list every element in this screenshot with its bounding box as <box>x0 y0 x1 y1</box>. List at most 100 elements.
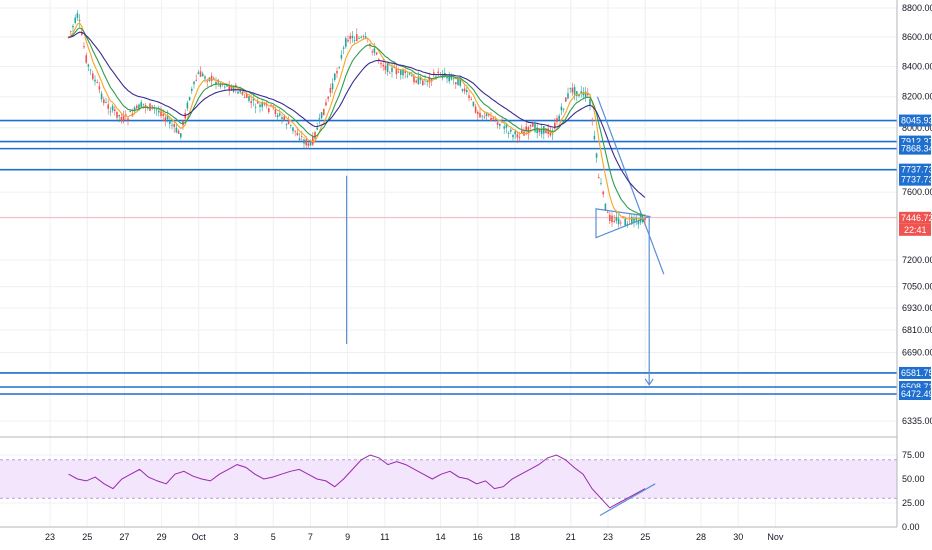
candle-body <box>452 78 455 80</box>
candle-body <box>393 66 395 68</box>
candle-body <box>540 129 543 135</box>
candle-body <box>226 84 228 87</box>
ema-slow-line <box>68 31 646 198</box>
rsi-band <box>0 459 897 499</box>
horizontal-levels[interactable] <box>0 119 897 395</box>
candle-body <box>644 218 646 221</box>
candle-body <box>329 87 332 93</box>
level-tag[interactable] <box>899 366 931 379</box>
ema-mid-line <box>68 27 646 217</box>
candle-body <box>155 109 158 111</box>
candle-body <box>305 139 307 146</box>
candle-body <box>353 40 356 42</box>
moving-averages <box>68 22 646 220</box>
candle-body <box>582 91 585 96</box>
x-tick-label: 29 <box>157 532 167 542</box>
candle-body <box>635 217 637 221</box>
candle-body <box>626 223 629 225</box>
candle-body <box>138 104 140 111</box>
candle-body <box>580 91 582 94</box>
rsi-indicator <box>68 454 656 517</box>
candle-body <box>380 62 382 65</box>
x-tick-label: 16 <box>473 532 483 542</box>
level-tag[interactable] <box>899 163 931 176</box>
candle-body <box>404 71 406 73</box>
rsi-line <box>68 454 646 509</box>
candle-body <box>567 93 569 99</box>
x-tick-label: 25 <box>82 532 92 542</box>
candle-body <box>428 76 431 83</box>
candle-body <box>364 36 367 39</box>
level-tag[interactable] <box>899 388 931 400</box>
current-price-label: 7446.72 <box>901 213 932 223</box>
trend-drawings[interactable] <box>346 96 665 386</box>
candle-body <box>397 71 400 73</box>
candle-body <box>510 129 512 132</box>
candle-body <box>543 126 545 134</box>
candle-body <box>92 73 94 80</box>
candle-body <box>477 111 479 115</box>
candle-body <box>448 76 450 82</box>
candle-body <box>556 118 558 123</box>
candle-body <box>252 98 255 101</box>
candle-body <box>375 52 378 55</box>
candle-body <box>140 102 142 108</box>
candle-body <box>114 109 116 111</box>
candle-body <box>474 106 477 113</box>
rsi-trendline[interactable] <box>599 483 656 517</box>
level-tag[interactable] <box>899 142 931 155</box>
candle-body <box>243 96 246 98</box>
level-tag-label: 7912.37 <box>901 137 932 147</box>
candle-body <box>78 19 81 22</box>
candle-body <box>169 121 171 124</box>
candle-body <box>87 64 90 67</box>
candle-body <box>204 76 206 79</box>
y-tick-label: 6810.00 <box>902 325 932 335</box>
level-tag[interactable] <box>899 173 931 186</box>
candle-body <box>241 92 244 95</box>
x-tick-label: 23 <box>45 532 55 542</box>
level-tag[interactable] <box>899 114 931 127</box>
x-tick-label: 30 <box>733 532 743 542</box>
candle-body <box>604 203 607 210</box>
candle-body <box>461 89 464 91</box>
candle-body <box>153 108 156 109</box>
candle-body <box>457 78 459 86</box>
x-tick-label: 11 <box>380 532 389 542</box>
level-tag-label: 6508.71 <box>901 382 932 392</box>
candle-body <box>334 73 336 80</box>
candle-body <box>620 222 622 224</box>
level-tag-label: 8045.93 <box>901 116 932 126</box>
x-tick-label: 25 <box>640 532 650 542</box>
candle-body <box>600 183 602 184</box>
candle-body <box>382 64 384 67</box>
candle-body <box>232 86 235 92</box>
candle-body <box>195 79 197 81</box>
candle-body <box>177 130 180 134</box>
y-tick-label: 8000.00 <box>902 123 932 133</box>
candle-body <box>384 65 387 71</box>
triangle-pattern[interactable] <box>595 208 652 239</box>
breakout-line[interactable] <box>596 96 665 275</box>
candle-body <box>558 115 560 120</box>
y-tick-label: 8200.00 <box>902 92 932 102</box>
candle-body <box>230 86 233 91</box>
candle-body <box>107 104 109 109</box>
candle-body <box>318 118 321 120</box>
y-tick-label: 6690.00 <box>902 347 932 357</box>
candle-body <box>320 112 323 119</box>
candle-body <box>400 69 402 76</box>
candle-body <box>298 138 301 140</box>
rsi-band-fill <box>0 459 897 499</box>
candle-body <box>481 115 483 117</box>
y-tick-label: 6930.00 <box>902 303 932 313</box>
candle-body <box>268 108 270 112</box>
candle-body <box>323 108 325 116</box>
candle-body <box>408 73 411 75</box>
candle-body <box>98 86 101 90</box>
candle-body <box>589 99 591 106</box>
candle-body <box>373 48 376 53</box>
candle-body <box>303 139 305 144</box>
